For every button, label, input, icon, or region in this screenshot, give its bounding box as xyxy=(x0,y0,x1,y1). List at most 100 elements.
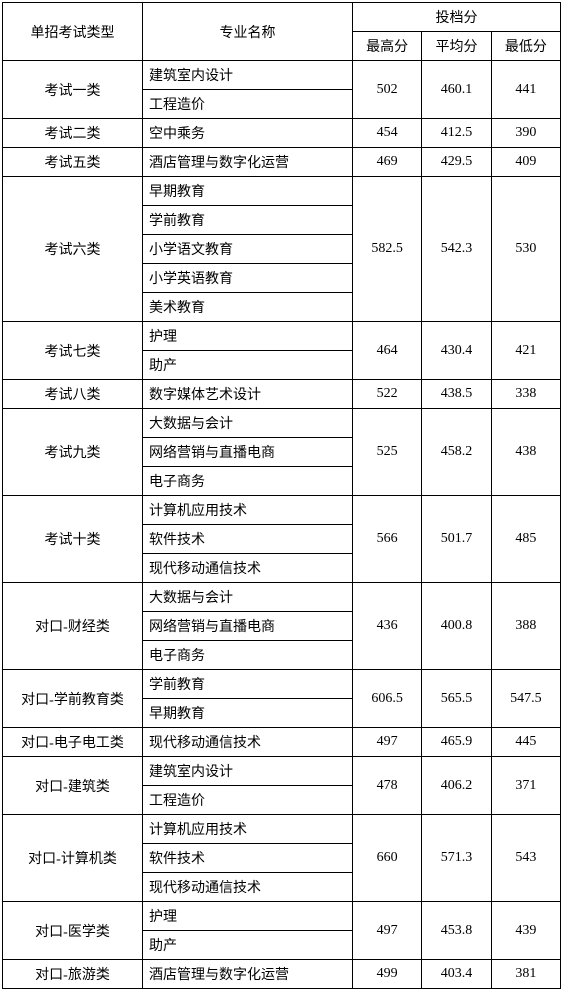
header-major-name: 专业名称 xyxy=(143,3,353,61)
cell-max-score: 522 xyxy=(353,380,422,409)
table-row: 对口-医学类护理497453.8439 xyxy=(3,902,561,931)
cell-major-name: 小学英语教育 xyxy=(143,264,353,293)
table-row: 考试十类计算机应用技术566501.7485 xyxy=(3,496,561,525)
cell-major-name: 早期教育 xyxy=(143,699,353,728)
cell-major-name: 电子商务 xyxy=(143,467,353,496)
cell-avg-score: 406.2 xyxy=(422,757,491,815)
cell-min-score: 371 xyxy=(491,757,560,815)
cell-avg-score: 429.5 xyxy=(422,148,491,177)
cell-major-name: 软件技术 xyxy=(143,525,353,554)
cell-max-score: 478 xyxy=(353,757,422,815)
cell-exam-type: 对口-医学类 xyxy=(3,902,143,960)
cell-max-score: 525 xyxy=(353,409,422,496)
cell-max-score: 454 xyxy=(353,119,422,148)
score-table: 单招考试类型 专业名称 投档分 最高分 平均分 最低分 考试一类建筑室内设计50… xyxy=(2,2,561,989)
cell-max-score: 499 xyxy=(353,960,422,989)
cell-major-name: 学前教育 xyxy=(143,206,353,235)
cell-min-score: 439 xyxy=(491,902,560,960)
cell-major-name: 工程造价 xyxy=(143,786,353,815)
table-row: 考试五类酒店管理与数字化运营469429.5409 xyxy=(3,148,561,177)
cell-major-name: 早期教育 xyxy=(143,177,353,206)
cell-major-name: 现代移动通信技术 xyxy=(143,728,353,757)
cell-major-name: 建筑室内设计 xyxy=(143,61,353,90)
cell-major-name: 大数据与会计 xyxy=(143,583,353,612)
cell-avg-score: 460.1 xyxy=(422,61,491,119)
cell-exam-type: 对口-学前教育类 xyxy=(3,670,143,728)
cell-min-score: 409 xyxy=(491,148,560,177)
cell-max-score: 464 xyxy=(353,322,422,380)
cell-major-name: 网络营销与直播电商 xyxy=(143,612,353,641)
table-row: 对口-电子电工类现代移动通信技术497465.9445 xyxy=(3,728,561,757)
cell-avg-score: 438.5 xyxy=(422,380,491,409)
cell-exam-type: 考试十类 xyxy=(3,496,143,583)
cell-major-name: 现代移动通信技术 xyxy=(143,873,353,902)
table-row: 考试二类空中乘务454412.5390 xyxy=(3,119,561,148)
cell-avg-score: 458.2 xyxy=(422,409,491,496)
cell-exam-type: 考试二类 xyxy=(3,119,143,148)
cell-exam-type: 考试九类 xyxy=(3,409,143,496)
cell-min-score: 445 xyxy=(491,728,560,757)
cell-max-score: 566 xyxy=(353,496,422,583)
cell-min-score: 543 xyxy=(491,815,560,902)
cell-max-score: 502 xyxy=(353,61,422,119)
cell-min-score: 547.5 xyxy=(491,670,560,728)
table-header: 单招考试类型 专业名称 投档分 最高分 平均分 最低分 xyxy=(3,3,561,61)
cell-max-score: 497 xyxy=(353,728,422,757)
table-row: 考试七类护理464430.4421 xyxy=(3,322,561,351)
cell-major-name: 空中乘务 xyxy=(143,119,353,148)
table-row: 考试六类早期教育582.5542.3530 xyxy=(3,177,561,206)
cell-avg-score: 430.4 xyxy=(422,322,491,380)
cell-max-score: 606.5 xyxy=(353,670,422,728)
cell-min-score: 485 xyxy=(491,496,560,583)
cell-min-score: 421 xyxy=(491,322,560,380)
cell-exam-type: 考试七类 xyxy=(3,322,143,380)
cell-max-score: 436 xyxy=(353,583,422,670)
table-row: 对口-建筑类建筑室内设计478406.2371 xyxy=(3,757,561,786)
cell-major-name: 助产 xyxy=(143,351,353,380)
cell-max-score: 497 xyxy=(353,902,422,960)
header-exam-type: 单招考试类型 xyxy=(3,3,143,61)
cell-avg-score: 453.8 xyxy=(422,902,491,960)
table-row: 对口-计算机类计算机应用技术660571.3543 xyxy=(3,815,561,844)
cell-min-score: 338 xyxy=(491,380,560,409)
cell-major-name: 现代移动通信技术 xyxy=(143,554,353,583)
table-row: 对口-学前教育类学前教育606.5565.5547.5 xyxy=(3,670,561,699)
header-row-1: 单招考试类型 专业名称 投档分 xyxy=(3,3,561,32)
cell-major-name: 护理 xyxy=(143,322,353,351)
cell-major-name: 酒店管理与数字化运营 xyxy=(143,960,353,989)
cell-major-name: 工程造价 xyxy=(143,90,353,119)
cell-avg-score: 412.5 xyxy=(422,119,491,148)
table-row: 考试八类数字媒体艺术设计522438.5338 xyxy=(3,380,561,409)
cell-max-score: 582.5 xyxy=(353,177,422,322)
header-max-score: 最高分 xyxy=(353,32,422,61)
header-score-group: 投档分 xyxy=(353,3,561,32)
cell-avg-score: 465.9 xyxy=(422,728,491,757)
table-row: 对口-旅游类酒店管理与数字化运营499403.4381 xyxy=(3,960,561,989)
cell-major-name: 软件技术 xyxy=(143,844,353,873)
cell-min-score: 381 xyxy=(491,960,560,989)
cell-avg-score: 565.5 xyxy=(422,670,491,728)
header-avg-score: 平均分 xyxy=(422,32,491,61)
cell-exam-type: 对口-建筑类 xyxy=(3,757,143,815)
cell-max-score: 469 xyxy=(353,148,422,177)
cell-min-score: 530 xyxy=(491,177,560,322)
cell-exam-type: 考试五类 xyxy=(3,148,143,177)
cell-exam-type: 对口-计算机类 xyxy=(3,815,143,902)
cell-exam-type: 考试八类 xyxy=(3,380,143,409)
cell-major-name: 美术教育 xyxy=(143,293,353,322)
cell-avg-score: 542.3 xyxy=(422,177,491,322)
table-row: 对口-财经类大数据与会计436400.8388 xyxy=(3,583,561,612)
cell-major-name: 电子商务 xyxy=(143,641,353,670)
cell-major-name: 网络营销与直播电商 xyxy=(143,438,353,467)
cell-min-score: 441 xyxy=(491,61,560,119)
table-body: 考试一类建筑室内设计502460.1441工程造价考试二类空中乘务454412.… xyxy=(3,61,561,989)
cell-major-name: 计算机应用技术 xyxy=(143,496,353,525)
table-row: 考试一类建筑室内设计502460.1441 xyxy=(3,61,561,90)
header-min-score: 最低分 xyxy=(491,32,560,61)
cell-major-name: 大数据与会计 xyxy=(143,409,353,438)
cell-max-score: 660 xyxy=(353,815,422,902)
cell-exam-type: 对口-电子电工类 xyxy=(3,728,143,757)
cell-min-score: 390 xyxy=(491,119,560,148)
cell-avg-score: 400.8 xyxy=(422,583,491,670)
cell-exam-type: 考试六类 xyxy=(3,177,143,322)
